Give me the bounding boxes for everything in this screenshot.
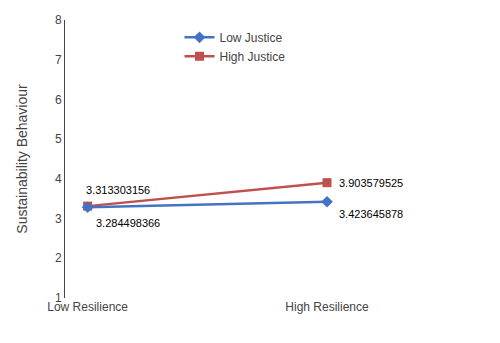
svg-text:5: 5 [55,132,62,146]
svg-text:2: 2 [55,251,62,265]
svg-text:High Resilience: High Resilience [285,300,369,314]
svg-text:3.423645878: 3.423645878 [339,208,403,220]
svg-text:7: 7 [55,53,62,67]
svg-text:3: 3 [55,212,62,226]
svg-text:3.313303156: 3.313303156 [86,184,150,196]
svg-text:Low Justice: Low Justice [220,31,283,45]
svg-text:Sustainability Behaviour: Sustainability Behaviour [14,84,30,234]
svg-text:8: 8 [55,13,62,27]
svg-text:3.903579525: 3.903579525 [339,177,403,189]
svg-text:1: 1 [55,291,62,305]
svg-text:3.284498366: 3.284498366 [96,217,160,229]
svg-text:High Justice: High Justice [220,50,286,64]
svg-text:6: 6 [55,93,62,107]
svg-text:Low Resilience: Low Resilience [47,300,128,314]
svg-text:4: 4 [55,172,62,186]
